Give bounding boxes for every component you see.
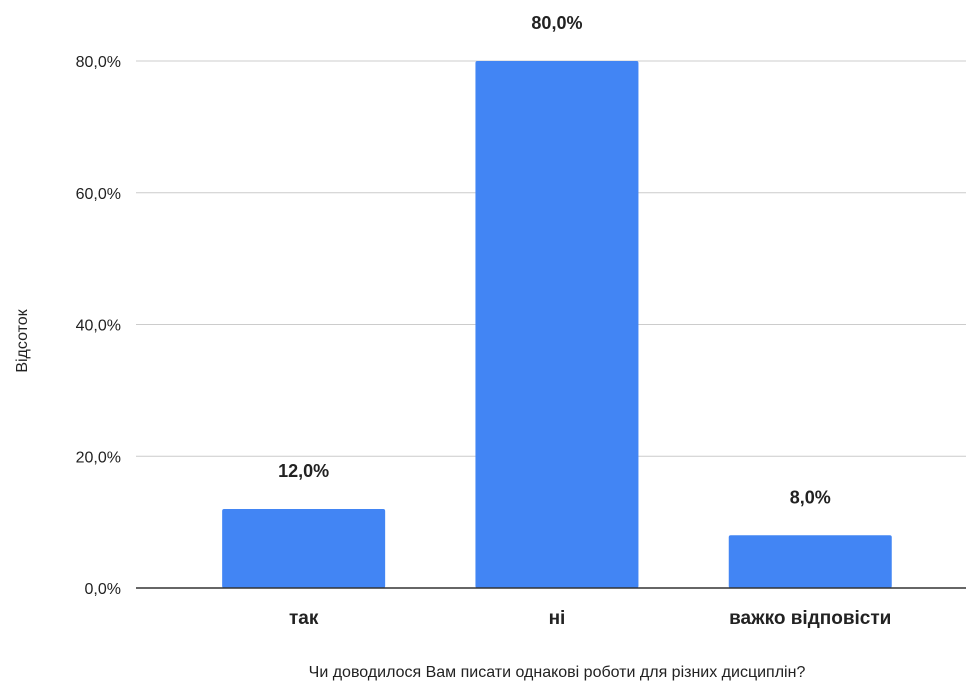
x-category-label: ні — [549, 608, 566, 629]
data-label: 12,0% — [278, 461, 329, 481]
y-tick-label: 80,0% — [76, 54, 121, 71]
y-tick-label: 60,0% — [76, 186, 121, 203]
data-label: 8,0% — [790, 487, 831, 507]
y-axis-ticks: 0,0% 20,0% 40,0% 60,0% 80,0% — [76, 54, 121, 598]
data-labels: 12,0% 80,0% 8,0% — [278, 13, 831, 507]
bar — [222, 508, 386, 588]
x-category-label: так — [289, 608, 319, 629]
y-tick-label: 0,0% — [85, 581, 121, 598]
y-tick-label: 40,0% — [76, 318, 121, 335]
x-category-label: важко відповісти — [729, 608, 891, 629]
data-label: 80,0% — [531, 13, 582, 33]
bars — [222, 61, 892, 588]
y-axis-title: Відсоток — [14, 308, 31, 372]
bar — [728, 535, 892, 588]
x-axis-title: Чи доводилося Вам писати однакові роботи… — [309, 664, 806, 681]
x-axis-categories: так ні важко відповісти — [289, 608, 891, 629]
bar — [475, 61, 639, 588]
y-tick-label: 20,0% — [76, 449, 121, 466]
